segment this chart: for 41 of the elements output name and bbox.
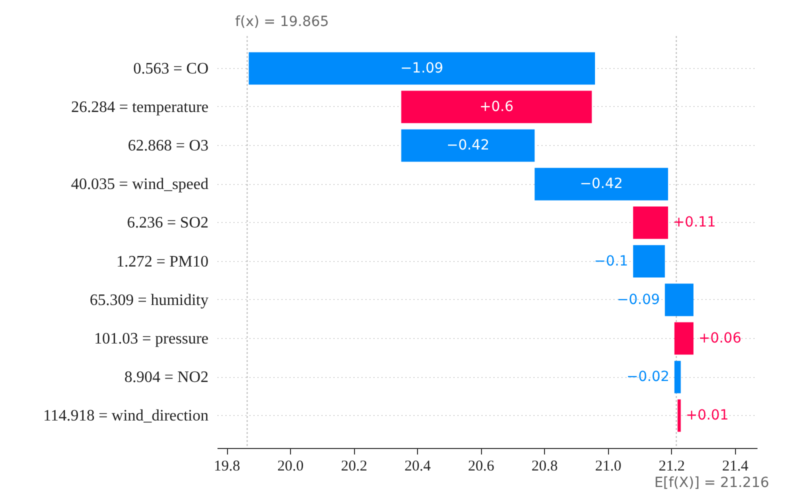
y-tick-label: 8.904 = NO2 bbox=[124, 369, 208, 386]
y-tick-label: 26.284 = temperature bbox=[71, 98, 208, 116]
data-label: −0.02 bbox=[626, 369, 670, 386]
ref-line-label: f(x) = 19.865 bbox=[235, 14, 329, 30]
data-label: +0.06 bbox=[698, 330, 742, 346]
y-tick-label: 6.236 = SO2 bbox=[127, 214, 208, 232]
bar bbox=[633, 206, 668, 239]
bar bbox=[248, 52, 595, 85]
x-tick-label: 20.0 bbox=[277, 458, 304, 474]
y-tick-label: 114.918 = wind_direction bbox=[43, 408, 208, 425]
bar bbox=[674, 360, 681, 394]
x-tick-label: 20.2 bbox=[340, 458, 368, 474]
data-label: −0.42 bbox=[580, 176, 623, 192]
data-label: −0.42 bbox=[446, 138, 490, 154]
y-tick-label: 65.309 = humidity bbox=[90, 292, 208, 309]
data-label: −1.09 bbox=[400, 60, 444, 76]
ref-line-label: E[f(X)] = 21.216 bbox=[654, 475, 770, 491]
y-tick-label: 0.563 = CO bbox=[133, 60, 208, 78]
data-label: +0.01 bbox=[686, 408, 729, 424]
bar bbox=[678, 399, 681, 432]
x-tick-label: 20.8 bbox=[532, 458, 558, 474]
x-tick-label: 21.2 bbox=[658, 458, 685, 474]
x-tick-label: 20.6 bbox=[468, 458, 495, 474]
data-label: +0.6 bbox=[480, 98, 514, 115]
x-tick-label: 20.4 bbox=[404, 458, 432, 474]
bar bbox=[633, 245, 665, 278]
bar bbox=[664, 284, 694, 316]
x-tick-label: 19.8 bbox=[214, 458, 240, 474]
y-tick-label: 62.868 = O3 bbox=[128, 138, 208, 155]
bar bbox=[674, 322, 694, 355]
x-tick-label: 21.0 bbox=[595, 458, 622, 474]
bar bbox=[401, 90, 592, 124]
data-label: +0.11 bbox=[673, 214, 716, 231]
data-label: −0.1 bbox=[594, 253, 628, 270]
y-tick-label: 101.03 = pressure bbox=[94, 330, 208, 348]
data-label: −0.09 bbox=[616, 292, 660, 308]
x-tick-label: 21.4 bbox=[722, 458, 749, 474]
y-tick-label: 1.272 = PM10 bbox=[116, 253, 208, 270]
bar bbox=[534, 168, 668, 200]
y-tick-label: 40.035 = wind_speed bbox=[71, 176, 208, 194]
bar bbox=[401, 129, 535, 162]
